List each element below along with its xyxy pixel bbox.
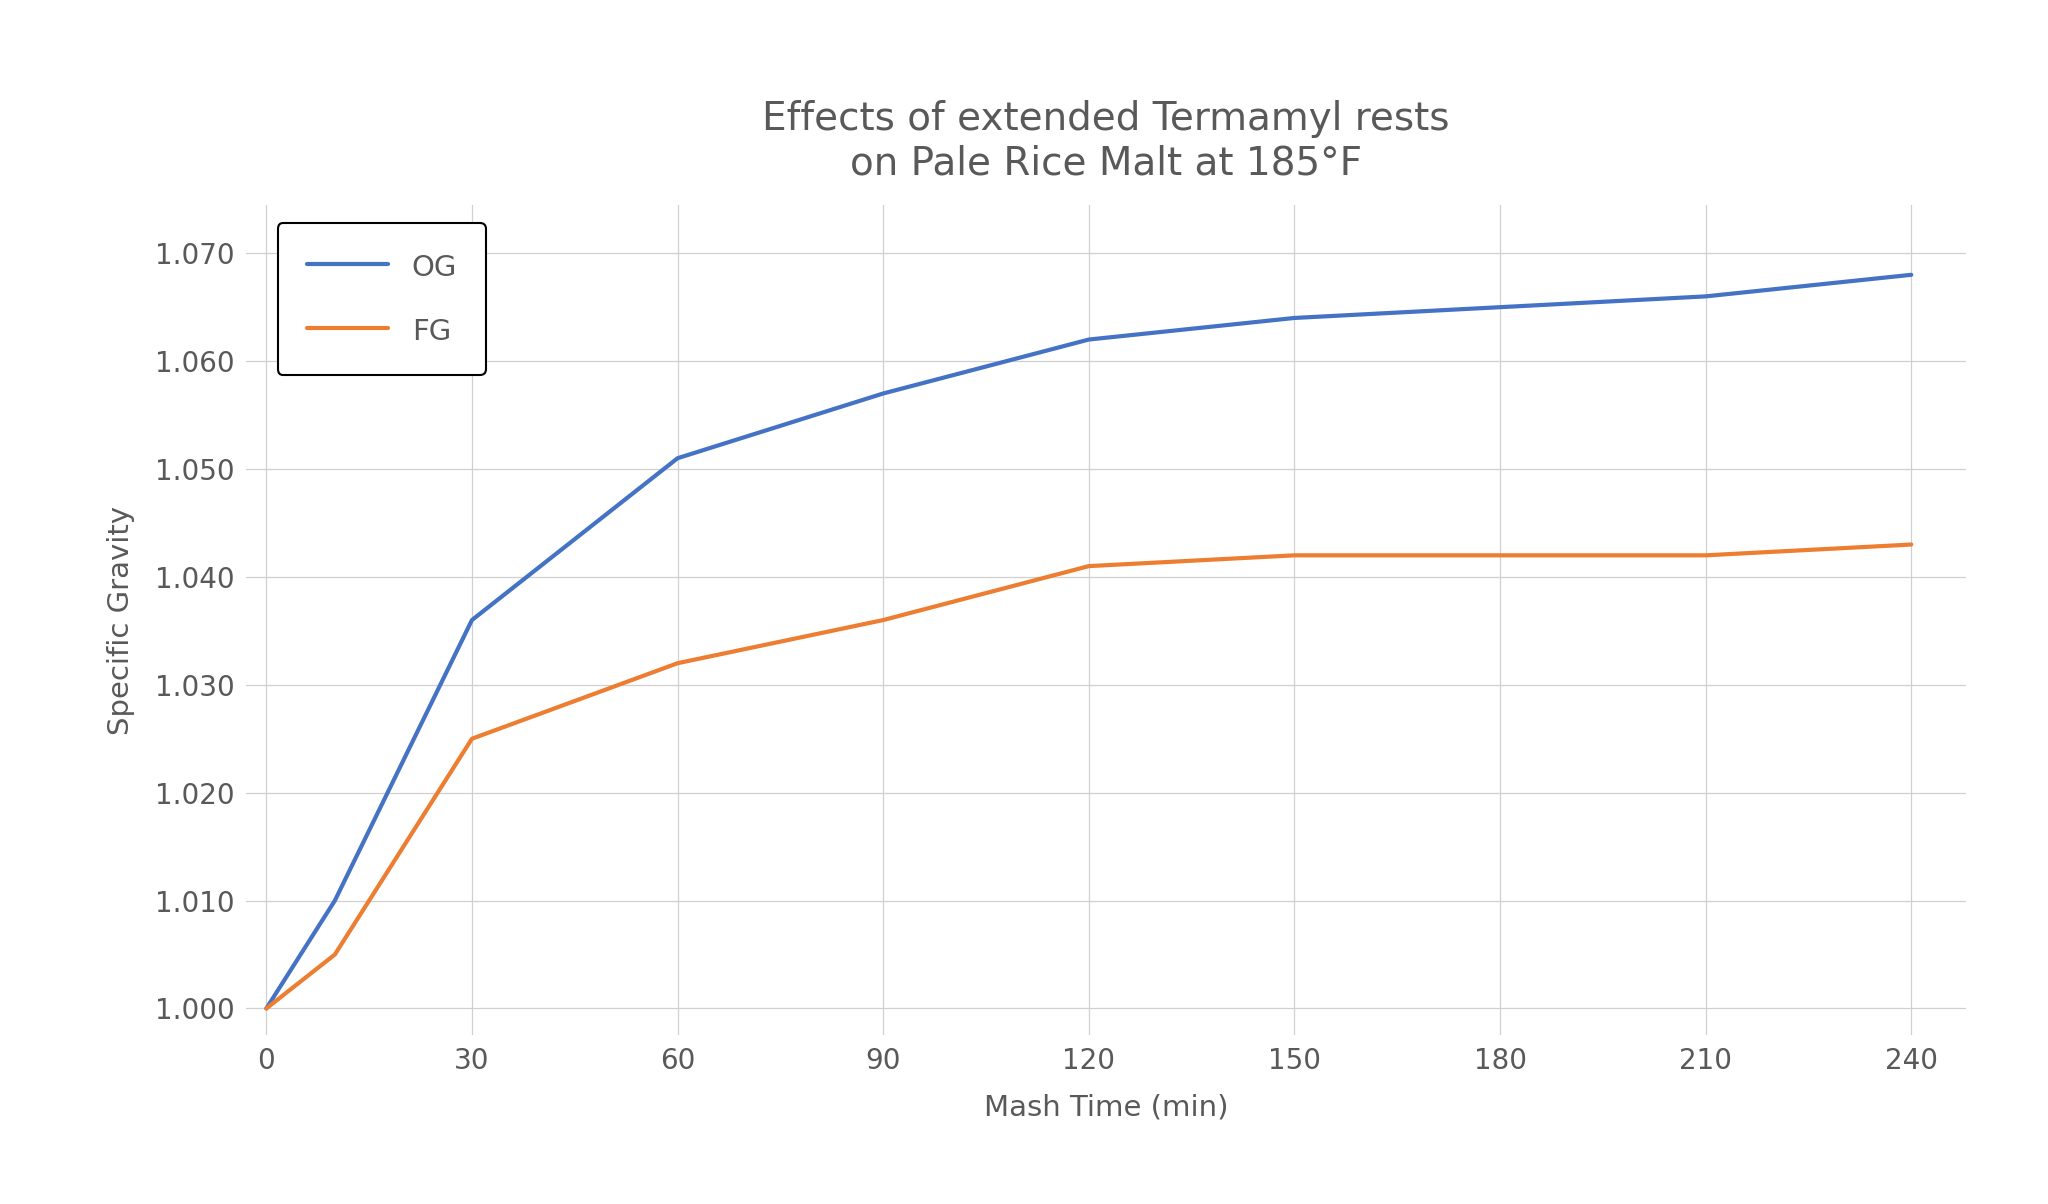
- FG: [1487, 548, 1511, 562]
- OG: [1282, 311, 1307, 325]
- Line: FG: FG: [266, 544, 1911, 1009]
- X-axis label: Mash Time (min): Mash Time (min): [983, 1094, 1229, 1122]
- OG: [459, 613, 483, 627]
- OG: [1694, 289, 1718, 303]
- OG: [1487, 300, 1511, 314]
- OG: [254, 1002, 279, 1016]
- FG: [459, 732, 483, 746]
- Title: Effects of extended Termamyl rests
on Pale Rice Malt at 185°F: Effects of extended Termamyl rests on Pa…: [762, 100, 1450, 182]
- FG: [1898, 537, 1923, 551]
- OG: [870, 386, 895, 401]
- OG: [1898, 267, 1923, 282]
- FG: [254, 1002, 279, 1016]
- OG: [1077, 332, 1102, 347]
- FG: [1077, 559, 1102, 573]
- Y-axis label: Specific Gravity: Specific Gravity: [106, 506, 135, 734]
- FG: [1282, 548, 1307, 562]
- Line: OG: OG: [266, 275, 1911, 1009]
- FG: [870, 613, 895, 627]
- OG: [666, 452, 690, 466]
- FG: [1694, 548, 1718, 562]
- OG: [324, 893, 348, 908]
- Legend: OG, FG: OG, FG: [279, 224, 485, 374]
- FG: [666, 656, 690, 671]
- FG: [324, 948, 348, 962]
